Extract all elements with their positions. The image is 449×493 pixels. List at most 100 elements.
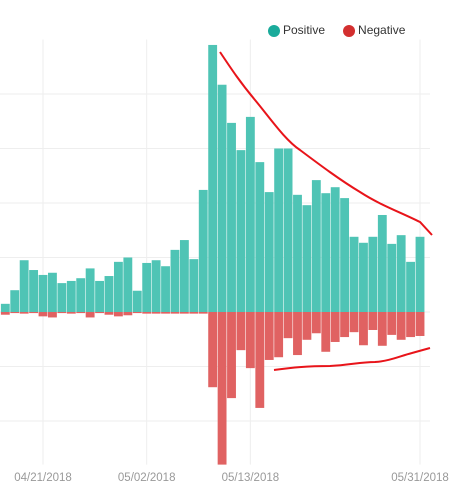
bar <box>245 312 255 369</box>
bar <box>217 312 227 465</box>
bar <box>321 193 331 312</box>
bar <box>198 189 208 312</box>
bar <box>19 260 29 312</box>
bar <box>57 283 67 312</box>
x-tick-label: 05/13/2018 <box>222 472 280 484</box>
bar <box>340 312 350 338</box>
bar <box>198 312 208 314</box>
bar <box>113 261 123 312</box>
bar <box>142 262 152 312</box>
bar <box>113 312 123 317</box>
bar <box>255 312 265 408</box>
bar <box>368 236 378 312</box>
bar <box>179 240 189 312</box>
bar <box>227 312 236 399</box>
bar <box>29 270 39 312</box>
bar <box>161 266 170 312</box>
bar <box>340 198 350 312</box>
bar <box>85 268 95 312</box>
annotation-curve <box>219 51 433 236</box>
bar <box>387 243 397 312</box>
bar <box>179 312 189 314</box>
bar <box>0 312 10 315</box>
bar <box>95 312 104 314</box>
bar <box>132 290 142 312</box>
bar <box>10 312 20 314</box>
bar <box>170 249 180 312</box>
bar <box>330 187 340 312</box>
bar <box>406 261 416 312</box>
bar <box>264 192 274 312</box>
bar <box>10 290 20 312</box>
bar <box>76 312 86 314</box>
bar <box>38 274 48 312</box>
bar <box>132 312 142 314</box>
bars <box>0 44 425 465</box>
bar <box>406 312 416 338</box>
x-tick-label: 05/31/2018 <box>391 472 449 484</box>
bar <box>85 312 95 318</box>
bar <box>123 312 133 316</box>
annotation-curve <box>273 347 431 371</box>
legend-label: Negative <box>358 23 406 37</box>
bar <box>66 312 76 314</box>
bar <box>19 312 29 314</box>
bar <box>48 312 57 318</box>
bar <box>302 312 312 340</box>
bar <box>161 312 170 314</box>
bar <box>377 214 387 312</box>
bar <box>189 259 199 312</box>
bar <box>95 280 104 312</box>
bar <box>236 312 246 351</box>
bar <box>151 260 161 312</box>
bar <box>396 235 406 312</box>
bar <box>48 272 57 312</box>
bar <box>274 312 284 358</box>
bar <box>396 312 406 340</box>
bar <box>311 180 321 312</box>
bar <box>359 312 368 346</box>
legend-marker <box>268 25 280 37</box>
bar <box>104 312 114 315</box>
bar <box>311 312 321 334</box>
bar <box>293 194 302 312</box>
bar <box>283 148 293 312</box>
bar <box>57 312 67 314</box>
bar <box>142 312 152 314</box>
bar <box>217 84 227 312</box>
bar <box>274 148 284 312</box>
bar <box>293 312 302 356</box>
bar <box>359 242 368 312</box>
bar <box>415 312 425 336</box>
bar <box>245 116 255 312</box>
bar <box>349 236 359 312</box>
bar <box>38 312 48 317</box>
bar <box>302 205 312 312</box>
bar <box>227 122 236 312</box>
legend-label: Positive <box>283 23 325 37</box>
bar <box>208 312 218 388</box>
bar <box>170 312 180 314</box>
legend: Positive Negative <box>268 23 406 37</box>
bar <box>66 280 76 312</box>
bar <box>415 236 425 312</box>
bar <box>208 44 218 312</box>
bar <box>236 150 246 312</box>
bar <box>283 312 293 339</box>
x-tick-label: 04/21/2018 <box>14 472 72 484</box>
bar <box>189 312 199 314</box>
bar <box>377 312 387 346</box>
bar <box>349 312 359 333</box>
bar <box>330 312 340 342</box>
x-tick-label: 05/02/2018 <box>118 472 176 484</box>
legend-marker <box>343 25 356 37</box>
bar <box>123 257 133 312</box>
bar <box>151 312 161 314</box>
bar <box>321 312 331 352</box>
bar <box>76 278 86 312</box>
bar <box>368 312 378 330</box>
bar <box>255 162 265 312</box>
bar <box>0 303 10 312</box>
bar <box>264 312 274 360</box>
